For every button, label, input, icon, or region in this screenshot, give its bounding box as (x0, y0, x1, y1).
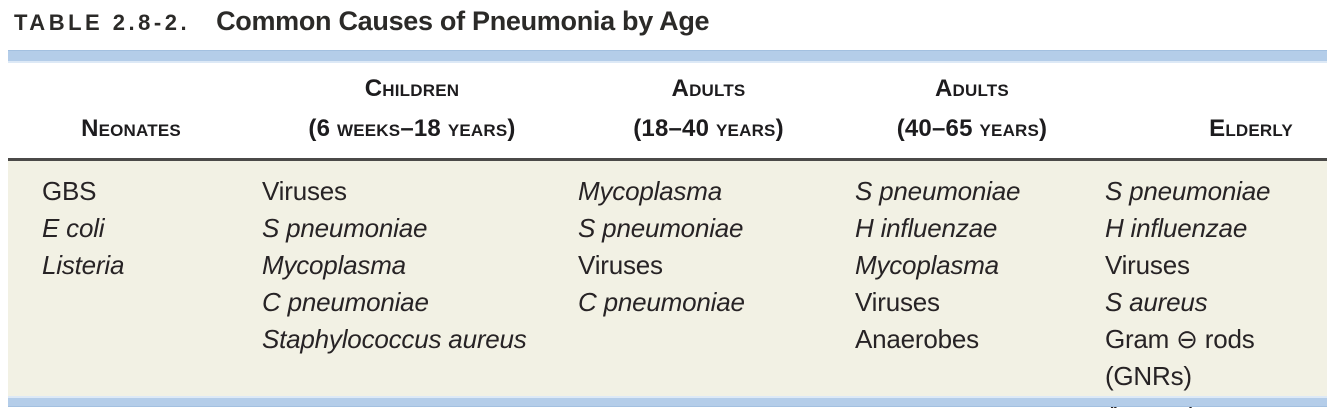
column-header-line2: (6 weeks–18 years) (308, 115, 516, 142)
table-cell: E coli (42, 213, 105, 243)
column-cells-children-6-weeks-18-years: Viruses S pneumoniae Mycoplasma C pneumonia… (254, 173, 570, 358)
column-header-line1: Adults (671, 75, 746, 102)
bottom-accent-bar (8, 396, 1327, 407)
column-header-adults-40-65-years: Adults (40–65 years) (847, 69, 1097, 149)
table-cell: Anaerobes (855, 324, 979, 354)
table-cell: Staphylococcus aureus (261, 324, 527, 354)
column-header-line2: Neonates (81, 115, 181, 142)
table-caption: Common Causes of Pneumonia by Age (216, 6, 710, 36)
table-cell: C pneumoniae (261, 287, 429, 317)
table-cell: S pneumoniae (261, 213, 428, 243)
table-cell: Viruses (1104, 250, 1190, 280)
table-cell: S aureus (1104, 287, 1208, 317)
table-number-label: TABLE 2.8-2. (14, 10, 191, 35)
table-cell: Mycoplasma (855, 250, 999, 280)
table-cell: C pneumoniae (578, 287, 745, 317)
column-header-elderly: Elderly (1097, 109, 1327, 149)
column-header-line1: Children (364, 75, 460, 102)
table-body: GBS E coli Listeria Viruses S pneumoniae Myco… (8, 161, 1327, 408)
column-header-adults-18-40-years: Adults (18–40 years) (570, 69, 847, 149)
column-cells-adults-40-65-years: S pneumoniae H influenzae Mycoplasma Viruse… (847, 173, 1097, 358)
column-header-line2: Elderly (1209, 115, 1293, 142)
header-rule (8, 158, 1327, 161)
table-cell: Gram ⊖ rods (GNRs) (1104, 324, 1255, 391)
header-row: Neonates Children (6 weeks–18 years) Adults… (8, 65, 1327, 158)
column-cells-elderly: S pneumoniae H influenzae Viruses S aureus G… (1097, 173, 1327, 408)
table-cell: S pneumoniae (855, 176, 1021, 206)
table-cell: GBS (42, 176, 97, 206)
table-cell: Listeria (42, 250, 125, 280)
column-header-line2: (40–65 years) (896, 115, 1048, 142)
column-header-neonates: Neonates (8, 109, 254, 149)
top-accent-bar (8, 50, 1327, 63)
table-title: TABLE 2.8-2. Common Causes of Pneumonia b… (14, 6, 710, 37)
table-cell: H influenzae (855, 213, 998, 243)
column-cells-neonates: GBS E coli Listeria (8, 173, 254, 284)
table-cell: Viruses (855, 287, 940, 317)
table-cell: Viruses (261, 176, 347, 206)
table-cell: Mycoplasma (578, 176, 722, 206)
table-cell: Viruses (578, 250, 663, 280)
column-header-children-6-weeks-18-years: Children (6 weeks–18 years) (254, 69, 570, 149)
column-header-line2: (18–40 years) (633, 115, 784, 142)
table-cell: H influenzae (1104, 213, 1248, 243)
table-cell: Mycoplasma (261, 250, 406, 280)
table-cell: S pneumoniae (578, 213, 744, 243)
column-header-line1: Adults (935, 75, 1009, 102)
table-cell: S pneumoniae (1104, 176, 1271, 206)
column-cells-adults-18-40-years: Mycoplasma S pneumoniae Viruses C pneumonia… (570, 173, 847, 321)
